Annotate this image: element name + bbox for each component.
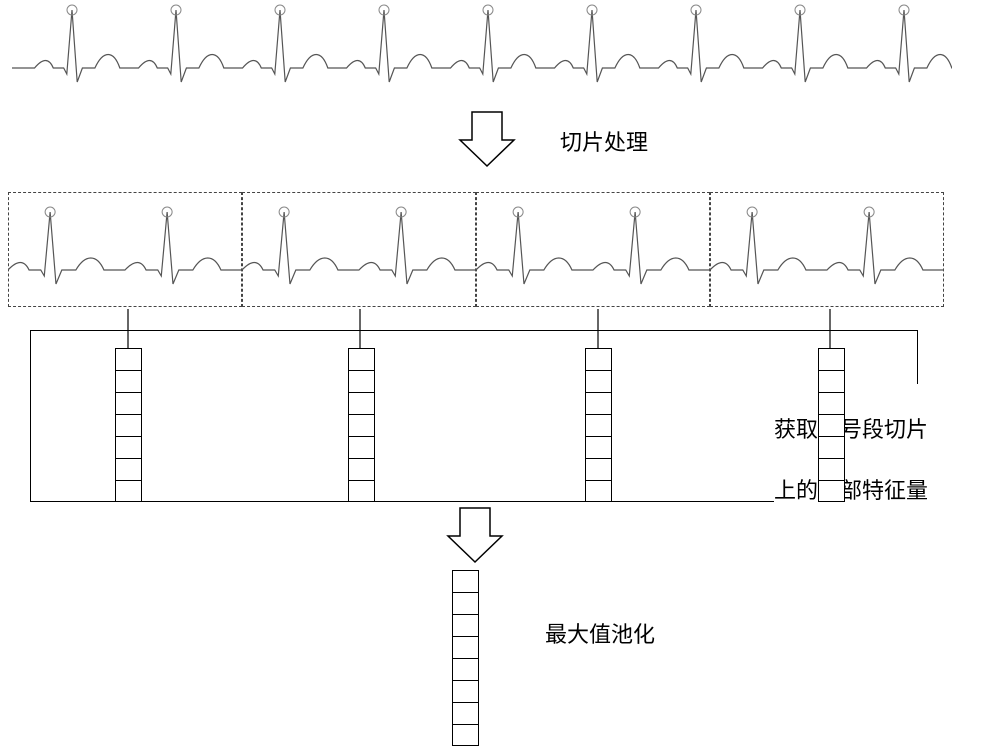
feature-cell [348,480,375,502]
feature-cell [452,570,479,592]
feature-cell [585,348,612,370]
feature-cell [348,414,375,436]
feature-cell [115,348,142,370]
feature-cell [818,458,845,480]
feature-cell [348,458,375,480]
feature-cell [348,392,375,414]
feature-vector-stack [585,348,612,502]
output-vector-stack [452,570,479,746]
label-local-features: 获取信号段切片 上的局部特征量 [774,384,994,507]
arrow-slice [458,110,516,173]
feature-cell [115,458,142,480]
label-local-features-line1: 获取信号段切片 [774,417,928,442]
feature-cell [585,370,612,392]
feature-cell [585,392,612,414]
feature-cell [818,392,845,414]
slice-ecg [476,192,710,307]
feature-cell [452,592,479,614]
feature-cell [585,436,612,458]
feature-cell [452,636,479,658]
feature-cell [585,458,612,480]
slice-ecg [8,192,242,307]
feature-cell [452,680,479,702]
feature-vector-stack [348,348,375,502]
feature-cell [452,658,479,680]
label-maxpool: 最大值池化 [545,620,655,651]
signal-processing-diagram: 切片处理 获取信号段切片 上的局部特征量 最大值池化 [0,0,1000,756]
feature-cell [452,614,479,636]
label-local-features-line2: 上的局部特征量 [774,478,928,503]
slice-ecg [242,192,476,307]
feature-cell [115,392,142,414]
feature-cell [818,436,845,458]
feature-cell [115,436,142,458]
feature-cell [452,724,479,746]
feature-cell [115,414,142,436]
feature-cell [115,370,142,392]
feature-cell [348,436,375,458]
ecg-top-svg [12,0,952,102]
feature-vector-stack [115,348,142,502]
feature-cell [818,480,845,502]
feature-cell [818,348,845,370]
arrow-maxpool [446,506,504,569]
slice-ecg [710,192,944,307]
label-slice-processing: 切片处理 [560,128,648,159]
feature-cell [348,370,375,392]
feature-cell [585,480,612,502]
feature-cell [818,414,845,436]
feature-cell [818,370,845,392]
feature-cell [348,348,375,370]
feature-cell [585,414,612,436]
feature-cell [452,702,479,724]
feature-vector-stack [818,348,845,502]
top-ecg-signal [12,0,952,102]
feature-cell [115,480,142,502]
